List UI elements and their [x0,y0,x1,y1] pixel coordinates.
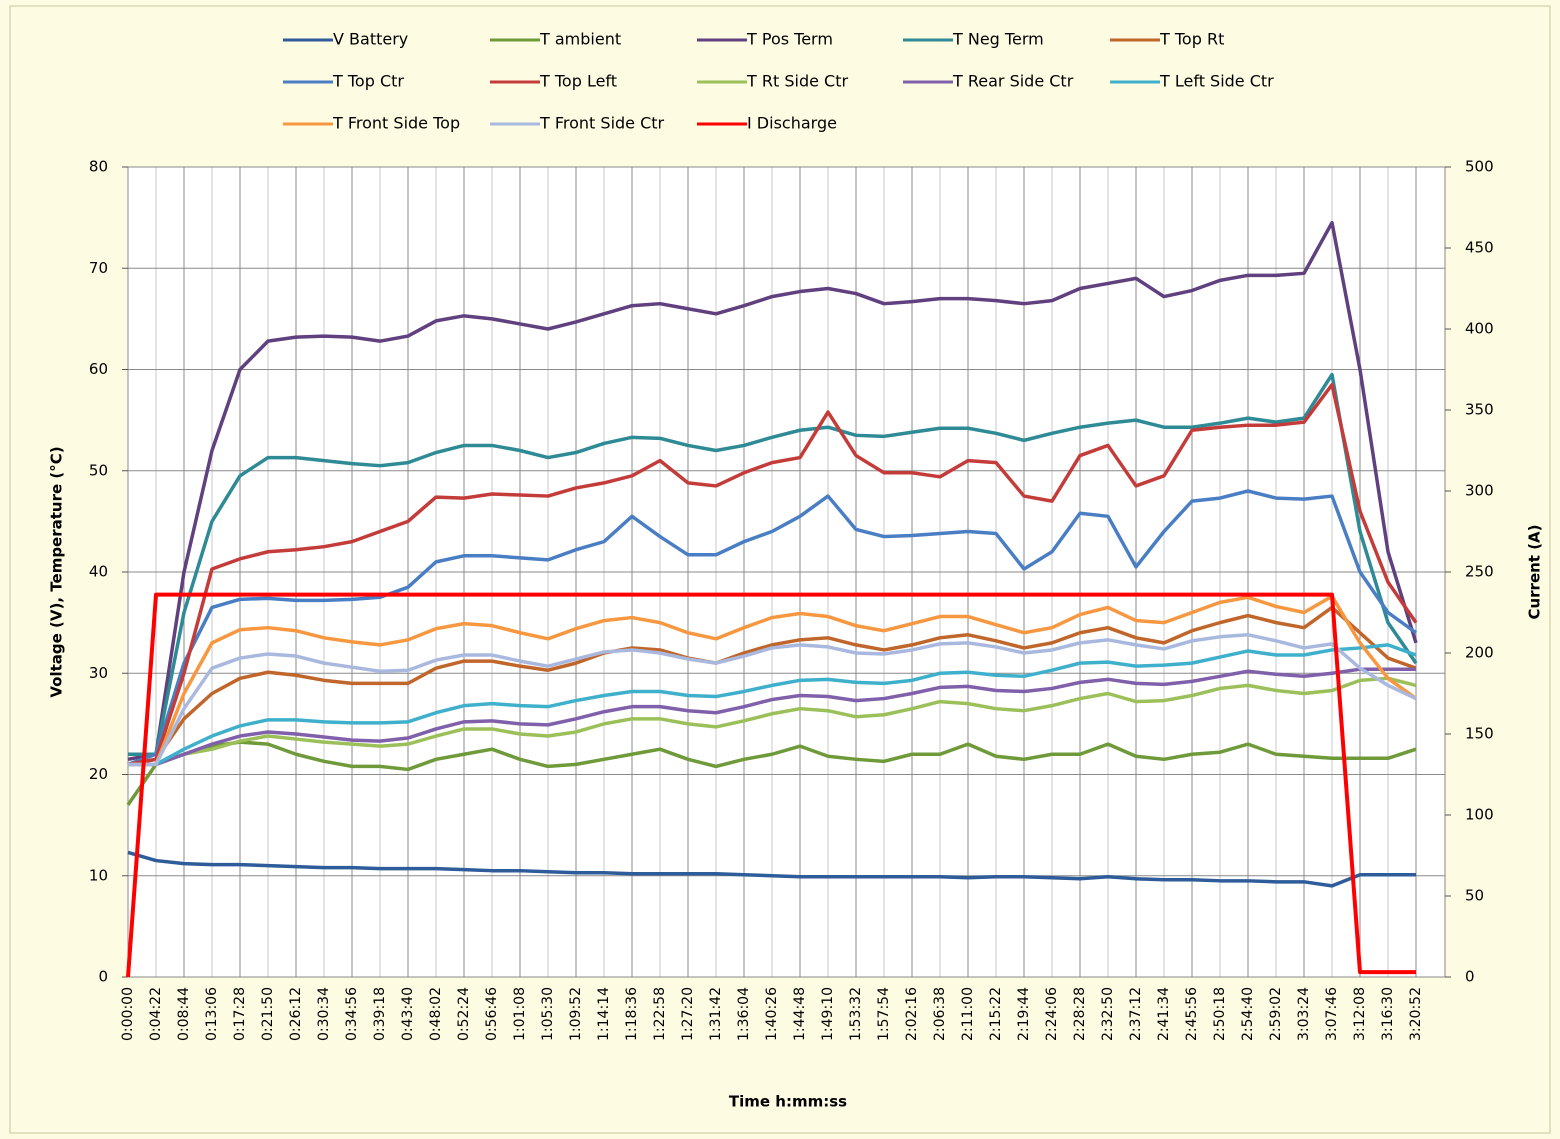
series-line [127,382,1418,767]
x-axis-title: Time h:mm:ss [729,1093,847,1111]
x-tick-label: 2:02:16 [904,987,920,1041]
legend-label: T ambient [539,30,621,49]
x-tick-label: 0:39:18 [372,987,388,1041]
x-tick-label: 2:24:06 [1044,987,1060,1041]
x-tick-label: 1:31:42 [708,987,724,1041]
x-tick-label: 2:11:00 [960,987,976,1041]
legend-label: T Front Side Top [332,114,460,133]
x-tick-label: 2:54:40 [1240,987,1256,1041]
y-tick-label: 0 [98,968,108,986]
series-line [126,592,1416,978]
x-tick-label: 1:36:04 [736,987,752,1041]
x-tick-label: 1:18:36 [624,987,640,1041]
x-tick-label: 0:43:40 [400,987,416,1041]
x-tick-label: 1:09:52 [568,987,584,1041]
x-tick-label: 1:22:58 [652,987,668,1041]
y2-tick-label: 100 [1465,806,1494,824]
x-tick-label: 3:20:52 [1408,987,1424,1041]
x-tick-label: 1:57:54 [876,987,892,1041]
y-tick-label: 50 [89,461,108,479]
y2-tick-label: 200 [1465,644,1494,662]
legend-label: T Left Side Ctr [1159,72,1274,91]
legend-label: T Top Ctr [332,72,404,91]
x-tick-label: 0:30:34 [316,987,332,1041]
series-line [128,643,1417,767]
y2-tick-label: 350 [1465,401,1494,419]
x-tick-label: 0:17:28 [232,987,248,1041]
legend-label: T Top Left [539,72,617,91]
legend-label: T Rear Side Ctr [952,72,1074,91]
y-tick-label: 20 [89,765,108,783]
x-tick-label: 1:05:30 [540,987,556,1041]
x-tick-label: 2:37:12 [1128,987,1144,1041]
legend-label: T Neg Term [952,30,1044,49]
y2-tick-label: 250 [1465,563,1494,581]
x-tick-label: 0:26:12 [288,987,304,1041]
legend-label: V Battery [333,30,408,49]
x-tick-label: 1:27:20 [680,987,696,1041]
y-tick-label: 70 [89,259,108,277]
y2-tick-label: 400 [1465,320,1494,338]
legend-label: T Pos Term [746,30,833,49]
x-tick-label: 1:40:26 [764,987,780,1041]
y2-tick-label: 0 [1465,968,1475,986]
x-tick-label: 2:41:34 [1156,987,1172,1041]
legend-label: I Discharge [747,114,837,133]
x-tick-label: 2:32:50 [1100,987,1116,1041]
y-tick-label: 10 [89,866,108,884]
series-line [127,220,1418,762]
y-tick-label: 40 [89,563,108,581]
legend-label: T Rt Side Ctr [746,72,848,91]
x-tick-label: 0:08:44 [176,987,192,1041]
x-tick-label: 0:21:50 [260,987,276,1041]
x-tick-label: 2:15:22 [988,987,1004,1041]
y2-tick-label: 500 [1465,158,1494,176]
x-tick-label: 0:04:22 [148,987,164,1041]
x-tick-label: 1:44:48 [792,987,808,1041]
series-line [127,850,1416,888]
x-tick-label: 0:13:06 [204,987,220,1041]
series-line [127,489,1418,767]
x-tick-label: 2:19:44 [1016,987,1032,1041]
x-tick-label: 1:53:32 [848,987,864,1041]
y2-tick-label: 300 [1465,482,1494,500]
y2-tick-label: 50 [1465,887,1484,905]
x-tick-label: 2:59:02 [1268,987,1284,1041]
series-line [128,633,1417,767]
y-tick-label: 60 [89,360,108,378]
x-tick-label: 3:07:46 [1324,987,1340,1041]
x-tick-label: 3:12:08 [1352,987,1368,1041]
y-tick-label: 30 [89,664,108,682]
x-tick-label: 1:01:08 [512,987,528,1041]
y2-tick-label: 450 [1465,239,1494,257]
x-tick-label: 3:16:30 [1380,987,1396,1041]
series-line [128,594,1418,767]
x-tick-label: 2:50:18 [1212,987,1228,1041]
series-line [128,372,1418,756]
x-tick-label: 0:56:46 [484,987,500,1041]
series-line [128,676,1417,767]
y2-tick-label: 150 [1465,725,1494,743]
x-tick-label: 0:48:02 [428,987,444,1041]
y-axis-title: Voltage (V), Temperature (°C) [48,446,66,697]
x-tick-label: 0:00:00 [120,987,136,1041]
x-tick-label: 1:14:14 [596,987,612,1041]
x-tick-label: 2:45:56 [1184,987,1200,1041]
legend-label: T Front Side Ctr [539,114,665,133]
series-line [127,605,1417,767]
y-tick-label: 80 [89,158,108,176]
x-tick-label: 2:06:38 [932,987,948,1041]
x-tick-label: 0:34:56 [344,987,360,1041]
x-tick-label: 1:49:10 [820,987,836,1041]
series-line [128,667,1416,767]
x-tick-label: 3:03:24 [1296,987,1312,1041]
y2-axis-title: Current (A) [1526,524,1544,619]
series-line [126,740,1417,806]
x-tick-label: 2:28:28 [1072,987,1088,1041]
legend-label: T Top Rt [1159,30,1224,49]
x-tick-label: 0:52:24 [456,987,472,1041]
